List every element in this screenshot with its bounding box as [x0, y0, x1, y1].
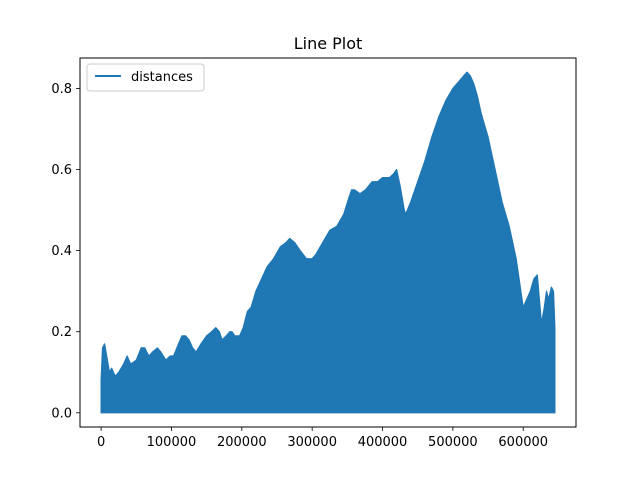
- x-tick-label: 100000: [147, 435, 197, 450]
- legend-label-distances: distances: [131, 70, 193, 85]
- x-tick-label: 600000: [498, 435, 548, 450]
- y-tick-label: 0.6: [51, 163, 72, 178]
- x-tick-label: 0: [97, 435, 105, 450]
- y-axis: 0.0 0.2 0.4 0.6 0.8: [51, 82, 80, 421]
- y-tick-label: 0.4: [51, 244, 72, 259]
- x-tick-label: 300000: [287, 435, 337, 450]
- legend: distances: [86, 63, 205, 92]
- chart-title: Line Plot: [294, 34, 363, 53]
- x-tick-label: 400000: [358, 435, 408, 450]
- y-tick-label: 0.0: [51, 406, 72, 421]
- x-tick-label: 500000: [428, 435, 478, 450]
- legend-box: [86, 63, 205, 92]
- x-axis: 0 100000 200000 300000 400000 500000 600000: [97, 427, 548, 450]
- y-tick-label: 0.8: [51, 82, 72, 97]
- plot-area: [100, 71, 556, 414]
- axes-frame: [79, 57, 577, 428]
- x-tick-label: 200000: [217, 435, 267, 450]
- series-distances: [100, 71, 556, 414]
- y-tick-label: 0.2: [51, 325, 72, 340]
